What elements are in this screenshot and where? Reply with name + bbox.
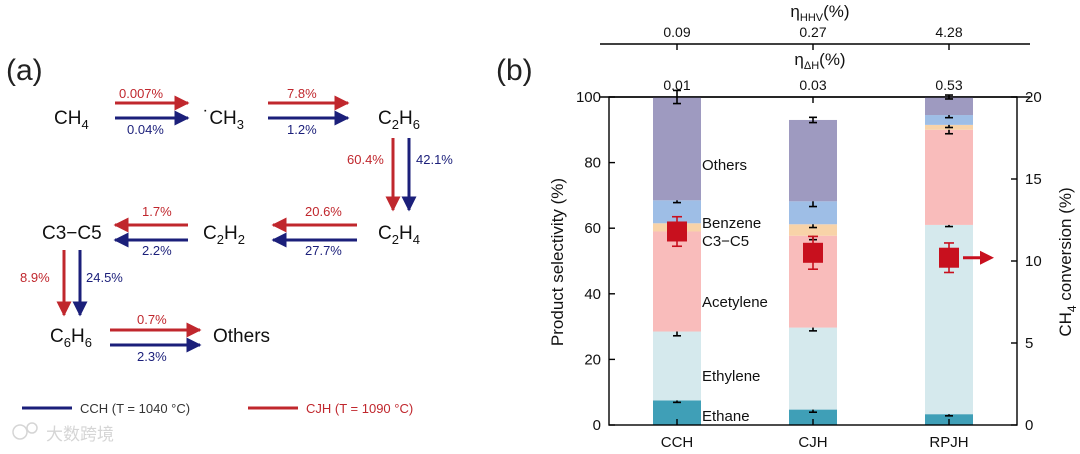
x-tick-label-rpjh: RPJH [929, 434, 968, 451]
bar-cjh-benzene [789, 201, 837, 225]
conversion-marker [667, 221, 687, 242]
y2-axis-title: CH4 conversion (%) [1056, 187, 1079, 336]
bar-rpjh-others [925, 97, 973, 116]
species-ch3: ˙CH3 [203, 108, 244, 132]
y-tick-label-0: 0 [593, 417, 601, 434]
rate-ch3-c2h6-cch: 1.2% [287, 122, 317, 137]
rate-c2h2-c3c5-cjh: 1.7% [142, 204, 172, 219]
series-label-benzene: Benzene [702, 215, 761, 232]
dh-tick-label-0: 0.01 [663, 77, 690, 93]
panel-b: (b) ηHHV(%) 0.09 0.27 4.28 ηΔH(%) 0.01 0.03… [496, 2, 1079, 451]
hhv-tick-label-2: 4.28 [935, 24, 962, 40]
bar-cch-others [653, 97, 701, 201]
rate-c2h4-c2h2-cch: 27.7% [305, 243, 342, 258]
y-axis-title: Product selectivity (%) [548, 178, 567, 346]
rate-c2h2-c3c5-cch: 2.2% [142, 243, 172, 258]
species-c2h6: C2H6 [378, 108, 420, 132]
watermark-logo-icon [12, 424, 28, 440]
error-bar-cjh-others [809, 116, 817, 124]
conversion-point-cjh [803, 235, 823, 271]
rate-c3c5-c6h6-cch: 24.5% [86, 270, 123, 285]
species-c2h4: C2H4 [378, 223, 420, 247]
series-label-ethylene: Ethylene [702, 368, 760, 385]
series-label-acetylene: Acetylene [702, 294, 768, 311]
rate-ch4-ch3-cjh: 0.007% [119, 86, 164, 101]
watermark-text: 大数跨境 [46, 425, 114, 444]
x-tick-label-cjh: CJH [798, 434, 827, 451]
rate-c2h4-c2h2-cjh: 20.6% [305, 204, 342, 219]
series-label-ethane: Ethane [702, 408, 750, 425]
species-c3-c5: C3−C5 [42, 223, 102, 244]
hhv-tick-label-0: 0.09 [663, 24, 690, 40]
panel-a: (a) CH4 ˙CH3 C2H6 C2H4 C2H2 C3−C5 C6H6 O… [6, 54, 453, 444]
plot-area: 0 20 40 60 80 100 0 5 10 15 20 CCH CJH RPJH [576, 89, 1042, 451]
dh-tick-label-1: 0.03 [799, 77, 826, 93]
bar-cjh-ethylene [789, 327, 837, 410]
y-tick-label-80: 80 [584, 155, 601, 172]
species-c2h2: C2H2 [203, 223, 245, 247]
conversion-marker [803, 242, 823, 263]
panel-b-label: (b) [496, 54, 533, 87]
rate-c2h6-c2h4-cjh: 60.4% [347, 152, 384, 167]
top-axis-hhv-title: ηHHV(%) [790, 2, 849, 24]
y2-tick-label-0: 0 [1025, 417, 1033, 434]
hhv-tick-label-1: 0.27 [799, 24, 826, 40]
top-axis-dh-title: ηΔH(%) [794, 50, 845, 72]
bar-rpjh-benzene [925, 115, 973, 125]
panel-a-legend: CCH (T = 1040 °C) CJH (T = 1090 °C) [22, 401, 413, 416]
y2-tick-label-5: 5 [1025, 335, 1033, 352]
rate-c6h6-others-cch: 2.3% [137, 349, 167, 364]
series-label-c3-c5: C3−C5 [702, 233, 749, 250]
conversion-point-cch [667, 215, 687, 248]
rate-c2h6-c2h4-cch: 42.1% [416, 152, 453, 167]
conversion-point-rpjh [939, 242, 959, 274]
legend-label-cjh: CJH (T = 1090 °C) [306, 401, 413, 416]
bar-cch-ethylene [653, 331, 701, 401]
rate-c6h6-others-cjh: 0.7% [137, 312, 167, 327]
watermark: 大数跨境 [12, 422, 114, 444]
y2-tick-label-20: 20 [1025, 89, 1042, 106]
legend-label-cch: CCH (T = 1040 °C) [80, 401, 190, 416]
top-axis-hhv: 0.09 0.27 4.28 [600, 24, 1030, 50]
conversion-marker [939, 247, 959, 268]
bar-cjh-c3-c5 [789, 224, 837, 236]
x-tick-label-cch: CCH [661, 434, 694, 451]
dh-tick-label-2: 0.53 [935, 77, 962, 93]
rate-ch4-ch3-cch: 0.04% [127, 122, 164, 137]
bar-cch-acetylene [653, 231, 701, 332]
species-others: Others [213, 326, 270, 347]
y-tick-label-40: 40 [584, 286, 601, 303]
y2-tick-label-10: 10 [1025, 253, 1042, 270]
rate-ch3-c2h6-cjh: 7.8% [287, 86, 317, 101]
bar-rpjh-acetylene [925, 129, 973, 225]
bar-cjh-ethane [789, 409, 837, 425]
y-tick-label-60: 60 [584, 220, 601, 237]
arrow-head [980, 250, 994, 265]
series-label-others: Others [702, 157, 747, 174]
right-axis-arrow-icon [963, 250, 994, 265]
y2-tick-label-15: 15 [1025, 171, 1042, 188]
y-tick-label-100: 100 [576, 89, 601, 106]
panel-a-label: (a) [6, 54, 43, 87]
bar-cjh-others [789, 119, 837, 202]
y-tick-label-20: 20 [584, 351, 601, 368]
watermark-logo-icon-2 [26, 422, 38, 434]
species-ch4: CH4 [54, 108, 89, 132]
species-c6h6: C6H6 [50, 326, 92, 350]
rate-c3c5-c6h6-cjh: 8.9% [20, 270, 50, 285]
bar-cch-benzene [653, 200, 701, 224]
